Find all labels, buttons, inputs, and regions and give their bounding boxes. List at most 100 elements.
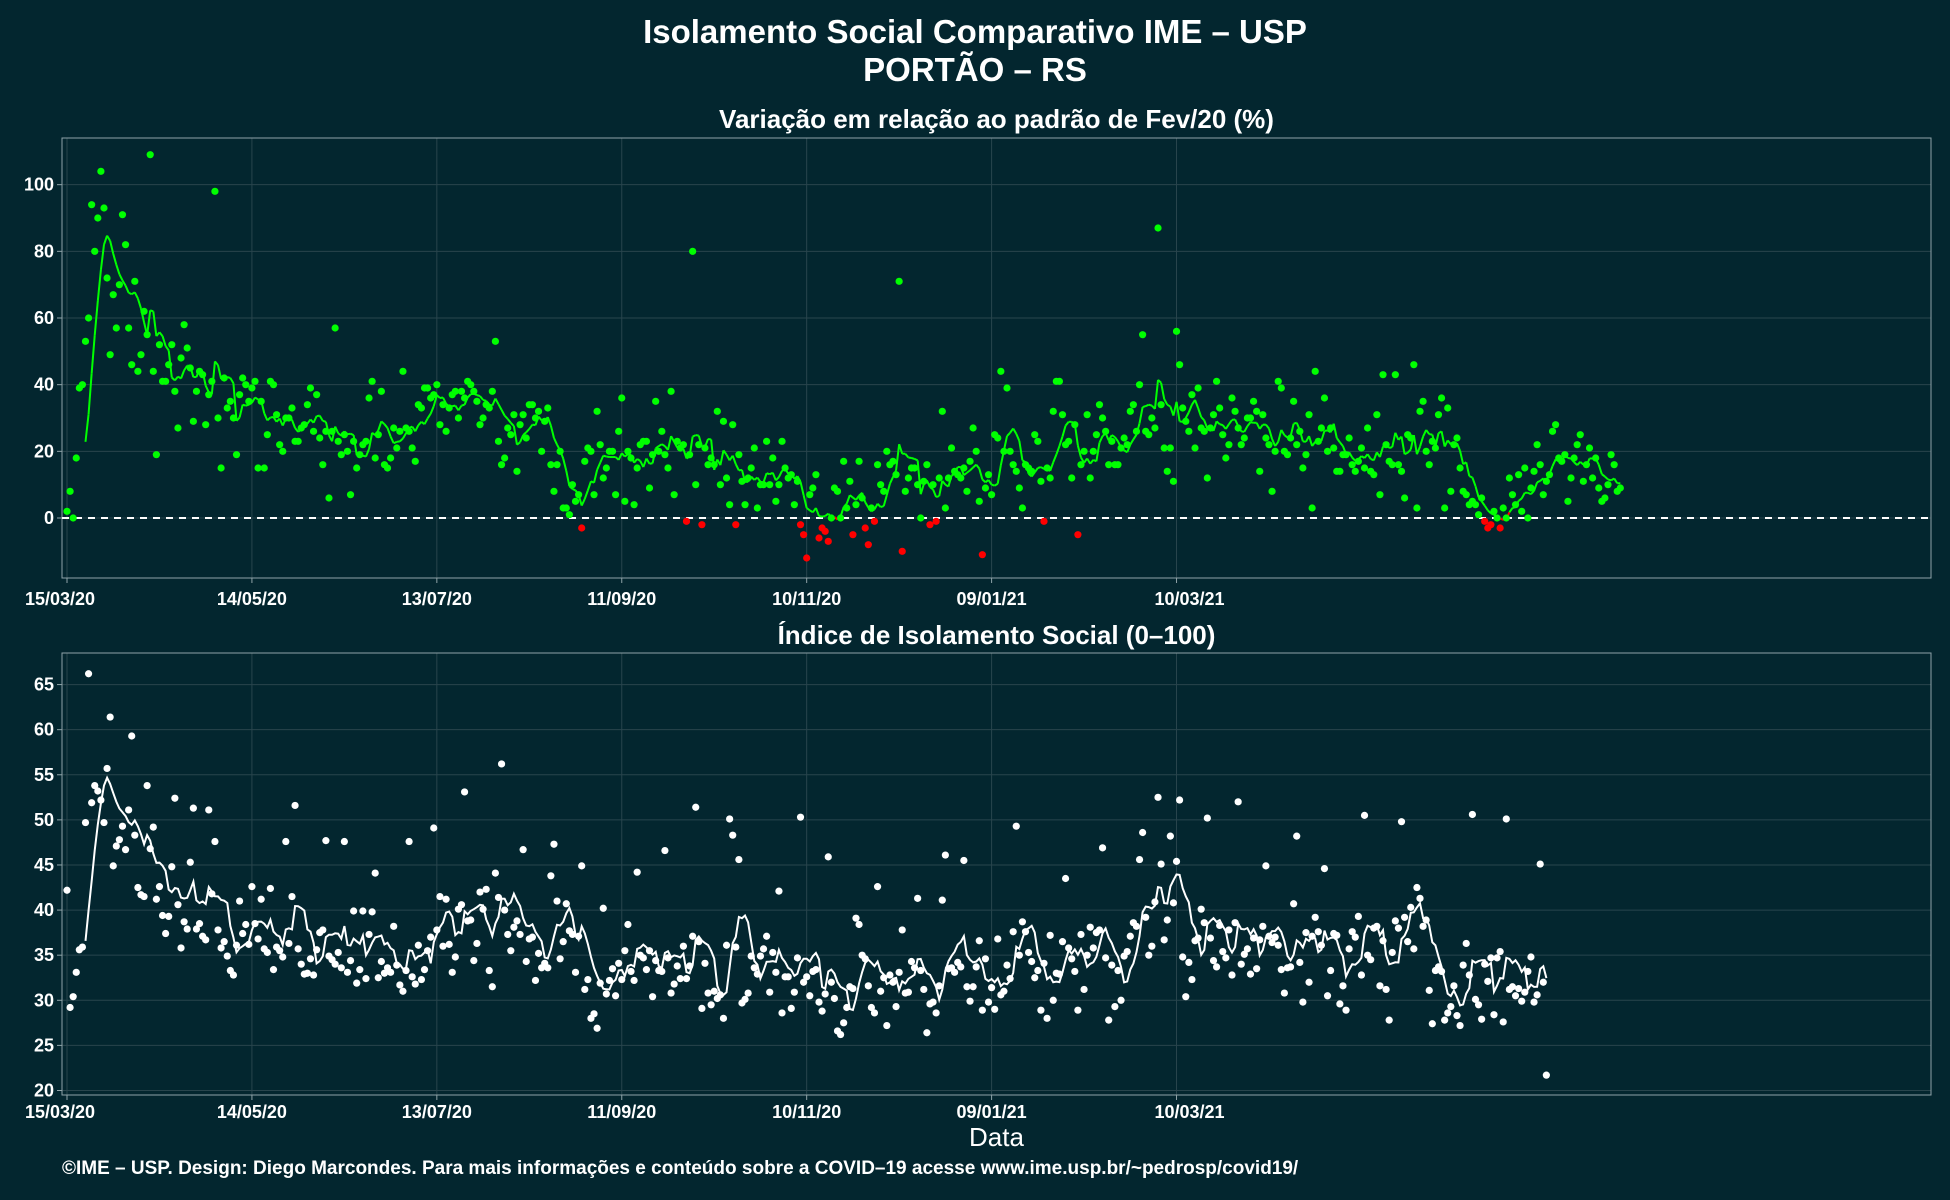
data-point — [698, 521, 706, 529]
data-point — [1521, 464, 1529, 472]
data-point — [1259, 411, 1267, 419]
data-point — [1314, 437, 1322, 445]
data-point — [146, 151, 154, 159]
data-point — [1299, 464, 1307, 472]
moving-average-segment — [750, 475, 756, 481]
data-point — [183, 925, 191, 933]
data-point — [840, 457, 848, 465]
moving-average-segment — [809, 509, 814, 514]
data-point — [1410, 945, 1418, 953]
moving-average-segment — [497, 403, 503, 411]
data-point — [1024, 948, 1033, 957]
data-point — [72, 454, 80, 462]
data-point — [772, 497, 780, 505]
data-point — [211, 187, 219, 195]
moving-average-segment — [414, 424, 420, 432]
data-point — [1434, 411, 1443, 419]
data-point — [1518, 997, 1526, 1005]
data-point — [1416, 894, 1424, 902]
data-point — [565, 511, 573, 519]
data-point — [667, 387, 675, 395]
data-point — [575, 491, 583, 499]
data-point — [1234, 424, 1242, 432]
data-point — [1616, 484, 1624, 492]
data-point — [1336, 1000, 1344, 1008]
moving-average-segment — [115, 264, 121, 275]
x-tick-label: 14/05/20 — [217, 1102, 287, 1122]
data-point — [689, 247, 697, 255]
y-tick-label: 80 — [34, 241, 54, 261]
moving-average-segment — [1483, 505, 1489, 511]
data-point — [309, 427, 318, 435]
data-point — [901, 487, 909, 495]
data-point — [1206, 424, 1215, 432]
moving-average-segment — [1520, 492, 1526, 499]
data-point — [251, 377, 259, 385]
data-point — [815, 998, 823, 1006]
moving-average-segment — [1265, 424, 1270, 430]
data-point — [941, 851, 949, 859]
moving-average-segment — [417, 421, 423, 426]
data-point — [399, 987, 407, 995]
data-point — [1191, 444, 1199, 452]
data-point — [883, 1021, 891, 1030]
moving-average-segment — [210, 361, 216, 395]
moving-average-segment — [938, 480, 944, 497]
moving-average-segment — [242, 403, 247, 407]
data-point — [1308, 504, 1316, 512]
moving-average-segment — [762, 472, 768, 483]
data-point — [1317, 424, 1325, 432]
y-tick-label: 25 — [34, 1035, 54, 1055]
data-point — [1515, 471, 1523, 479]
moving-average-segment — [895, 444, 901, 471]
data-point — [658, 427, 666, 435]
data-point — [969, 983, 977, 991]
data-point — [593, 1024, 601, 1032]
data-point — [571, 497, 580, 505]
moving-average-segment — [1400, 436, 1406, 455]
data-point — [106, 713, 114, 721]
data-point — [790, 988, 798, 996]
data-point — [158, 911, 167, 920]
moving-average-segment — [1098, 435, 1104, 444]
data-point — [1234, 798, 1242, 806]
data-point — [279, 447, 287, 455]
moving-average-segment — [1440, 431, 1446, 447]
data-point — [433, 926, 441, 934]
data-point — [824, 537, 832, 545]
data-point — [661, 451, 669, 459]
data-point — [239, 929, 247, 938]
data-point — [1280, 989, 1288, 997]
data-point — [701, 444, 709, 452]
data-point — [667, 989, 675, 997]
moving-average-segment — [565, 470, 571, 487]
data-point — [630, 976, 638, 985]
moving-average-segment — [254, 396, 259, 401]
footer-credit: ©IME – USP. Design: Diego Marcondes. Par… — [62, 1158, 1299, 1179]
data-point — [1009, 928, 1017, 936]
data-point — [1382, 985, 1390, 994]
data-point — [1530, 998, 1538, 1006]
data-point — [907, 957, 916, 966]
data-point — [1305, 978, 1313, 986]
data-point — [1120, 434, 1128, 442]
data-point — [719, 417, 728, 425]
data-point — [288, 404, 296, 412]
moving-average-segment — [393, 440, 398, 445]
data-point — [852, 501, 860, 509]
data-point — [682, 975, 691, 983]
data-point — [205, 391, 213, 399]
moving-average-segment — [1308, 435, 1314, 447]
data-point — [1397, 818, 1406, 826]
data-point — [229, 414, 238, 422]
data-point — [91, 782, 99, 790]
data-point — [661, 846, 669, 855]
data-point — [1539, 978, 1547, 986]
data-point — [892, 471, 900, 479]
moving-average-segment — [1166, 403, 1171, 408]
data-point — [1129, 401, 1137, 409]
data-point — [624, 447, 632, 455]
moving-average-segment — [553, 437, 558, 446]
data-point — [716, 991, 724, 999]
data-point — [935, 982, 943, 990]
